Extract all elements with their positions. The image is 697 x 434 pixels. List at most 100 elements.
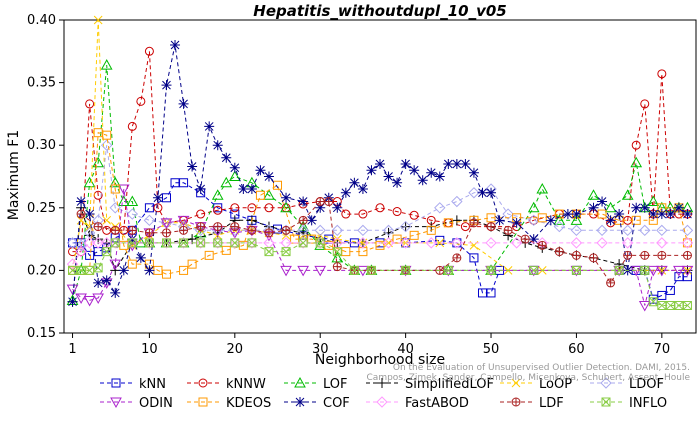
data-point-kdeos (221, 245, 231, 255)
data-point-kdeos (341, 247, 351, 257)
data-point-inflo (486, 265, 496, 275)
data-point-knnw (136, 96, 146, 106)
data-point-kdeos (426, 225, 436, 235)
data-point-fastabod (143, 237, 156, 249)
data-point-cof (426, 167, 437, 178)
legend-marker-kdeos (198, 397, 208, 407)
data-point-knn (469, 253, 479, 263)
data-point-lof (228, 170, 241, 181)
data-point-ldof (297, 224, 309, 237)
legend-label-lof: LOF (323, 377, 348, 392)
data-point-cof (392, 177, 403, 188)
series-line-knnw (72, 51, 688, 253)
data-point-knn (213, 203, 223, 213)
data-point-cof (204, 121, 215, 132)
series-inflo (68, 238, 692, 310)
data-point-odin (75, 293, 87, 304)
data-point-odin (280, 265, 292, 277)
legend-marker-lof (294, 376, 306, 388)
data-point-ldof (382, 224, 395, 237)
data-point-inflo (144, 238, 154, 248)
legend-marker-ldf (511, 397, 521, 407)
data-point-ldof (357, 224, 369, 237)
data-point-fastabod (92, 237, 104, 249)
data-point-lof (587, 189, 600, 200)
data-point-inflo (640, 265, 650, 275)
data-point-ldf (589, 253, 599, 263)
data-point-ldf (520, 234, 530, 244)
legend-label-ldof: LDOF (629, 377, 664, 392)
data-point-ldf (76, 209, 86, 219)
data-point-knnw (230, 203, 240, 213)
data-point-kdeos (161, 269, 171, 279)
data-point-kdeos (409, 230, 419, 240)
series-ldof (66, 139, 694, 252)
legend-item-knn: kNN (100, 377, 166, 392)
data-point-inflo (315, 238, 325, 248)
data-point-ldof (331, 224, 344, 237)
data-point-ldf (161, 228, 171, 238)
data-point-cof (665, 209, 676, 220)
data-point-cof (238, 184, 249, 195)
data-point-cof (545, 215, 556, 226)
data-point-cof (639, 202, 650, 213)
x-tick-label: 1 (68, 342, 76, 357)
data-point-loop (332, 234, 342, 244)
data-point-knnw (264, 203, 274, 213)
data-point-odin (83, 295, 96, 307)
data-point-odin (297, 265, 309, 277)
data-point-cof (340, 187, 351, 198)
data-point-cof (281, 192, 292, 203)
data-point-kdeos (537, 213, 547, 223)
data-point-cof (178, 98, 189, 109)
data-point-cof (306, 215, 317, 226)
data-point-lof (83, 176, 96, 188)
data-point-inflo (529, 265, 539, 275)
data-point-knnw (460, 222, 470, 232)
data-point-cof (187, 161, 198, 172)
data-point-lof (621, 189, 634, 200)
data-point-cof (648, 209, 659, 220)
data-point-inflo (401, 265, 411, 275)
legend-label-knn: kNN (139, 377, 166, 392)
data-point-inflo (674, 300, 684, 310)
data-point-cof (486, 187, 497, 198)
legend-marker-knnw (198, 378, 208, 388)
legend-label-kdeos: KDEOS (226, 396, 271, 411)
data-point-fastabod (66, 258, 79, 270)
y-tick-label: 0.25 (27, 201, 56, 216)
series-line-odin (72, 188, 688, 306)
credit-line-1: On the Evaluation of Unsupervised Outlie… (393, 363, 690, 373)
data-point-simplifiedlof (451, 215, 462, 226)
data-point-knn (170, 178, 180, 188)
legend-item-kdeos: KDEOS (187, 396, 271, 411)
data-point-inflo (247, 238, 257, 248)
data-point-loop (657, 266, 667, 275)
data-point-kdeos (682, 238, 692, 248)
data-point-cof (434, 171, 445, 182)
legend-item-odin: ODIN (100, 396, 173, 411)
data-point-knn (657, 290, 667, 300)
data-point-kdeos (443, 218, 453, 228)
data-point-fastabod (160, 237, 173, 249)
legend-item-knnw: kNNW (187, 377, 266, 392)
data-point-knn (68, 238, 78, 248)
data-point-ldof (502, 208, 514, 220)
data-point-ldf (332, 262, 342, 272)
data-point-kdeos (102, 130, 112, 140)
data-point-odin (117, 184, 130, 196)
data-point-fastabod (570, 237, 583, 249)
x-tick-label: 40 (397, 342, 414, 357)
data-point-kdeos (179, 265, 189, 275)
y-tick-label: 0.40 (27, 13, 56, 28)
data-point-ldf (247, 225, 257, 235)
data-point-ldf (623, 250, 633, 260)
data-point-inflo (665, 300, 675, 310)
data-point-inflo (196, 238, 206, 248)
series-fastabod (66, 237, 694, 270)
data-point-cof (84, 209, 95, 220)
data-point-kdeos (187, 259, 197, 269)
data-point-cof (255, 165, 266, 176)
data-point-ldf (213, 222, 223, 232)
credit-line-2: Campos, Zimek, Sander, Campello, Micenko… (367, 373, 691, 383)
